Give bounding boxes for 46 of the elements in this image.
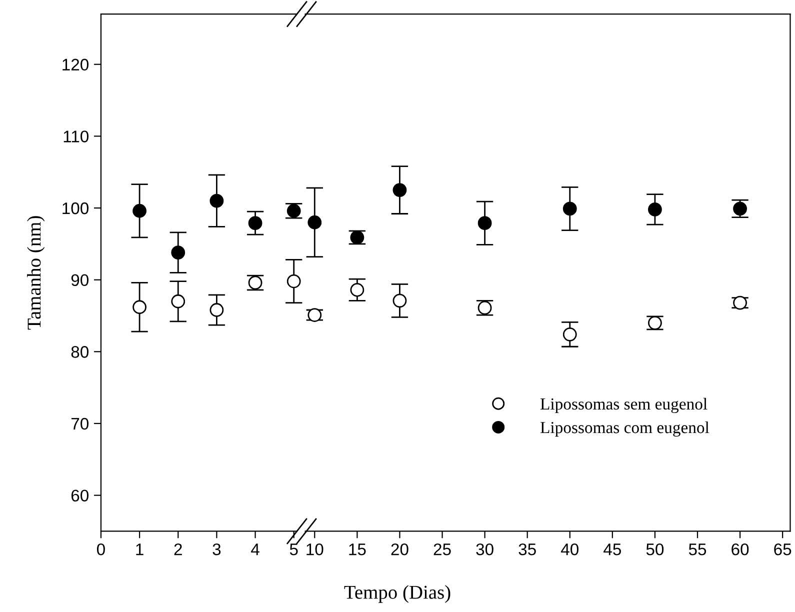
x-tick-label: 35	[518, 543, 536, 556]
point	[562, 327, 577, 342]
point	[210, 303, 224, 317]
point	[350, 282, 364, 297]
y-tick-label: 100	[62, 202, 89, 214]
y-tick-label: 80	[71, 346, 89, 358]
x-tick-label: 4	[251, 544, 260, 556]
y-tick-label: 70	[71, 418, 89, 430]
x-tick-label: 0	[96, 543, 105, 556]
x-tick-label: 3	[212, 543, 221, 556]
x-tick-label: 1	[136, 544, 144, 556]
x-tick-label: 2	[174, 543, 182, 556]
point	[392, 183, 407, 197]
x-tick-label: 5	[290, 544, 298, 556]
x-tick-label: 15	[349, 544, 366, 556]
x-tick-label: 10	[306, 543, 324, 556]
point	[648, 202, 662, 216]
y-tick-label: 120	[62, 58, 89, 71]
point	[171, 294, 186, 308]
point	[171, 246, 186, 260]
x-tick-label: 50	[646, 543, 664, 556]
point	[210, 194, 224, 208]
point	[478, 216, 492, 230]
point	[562, 202, 577, 216]
x-tick-label: 45	[604, 544, 621, 556]
point	[286, 274, 301, 288]
y-tick-label: 60	[71, 490, 89, 502]
y-axis-title: Tamanho (nm)	[27, 216, 45, 330]
x-tick-label: 20	[391, 543, 408, 556]
point	[733, 296, 747, 310]
legend-label: Lipossomas sem eugenol	[540, 398, 708, 414]
point	[132, 204, 146, 218]
x-tick-label: 30	[476, 543, 494, 556]
point	[248, 216, 262, 230]
legend-label: Lipossomas com eugenol	[540, 421, 710, 437]
x-tick-label: 65	[774, 543, 792, 556]
point	[308, 215, 322, 230]
y-tick-label: 110	[64, 130, 89, 142]
x-tick-label: 25	[434, 543, 451, 556]
point	[132, 300, 146, 314]
x-axis-title: Tempo (Dias)	[344, 585, 450, 603]
x-tick-label: 55	[688, 544, 706, 556]
x-tick-label: 60	[732, 543, 749, 556]
point	[392, 294, 407, 308]
x-tick-label: 40	[560, 543, 578, 556]
y-tick-label: 90	[71, 274, 89, 286]
